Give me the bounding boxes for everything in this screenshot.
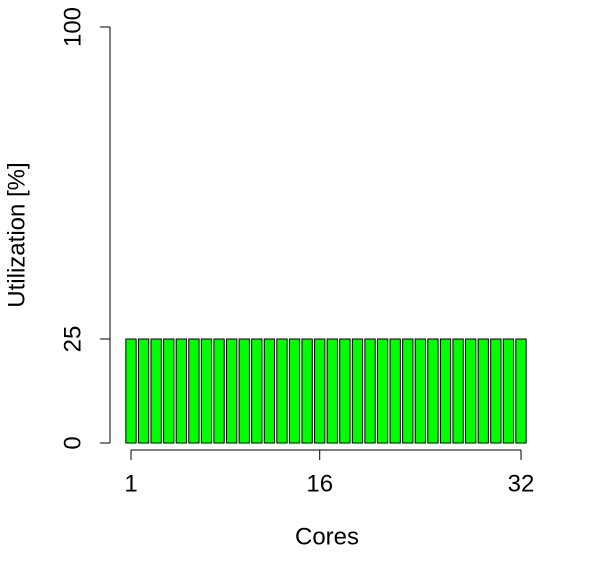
bar xyxy=(314,338,326,444)
bar xyxy=(364,338,376,444)
bar xyxy=(414,338,427,444)
y-tick-label: 100 xyxy=(59,7,86,47)
bar xyxy=(339,338,351,444)
bar xyxy=(502,338,515,444)
bar xyxy=(389,338,401,444)
bar xyxy=(200,338,213,444)
bar xyxy=(402,338,414,444)
bar xyxy=(427,338,439,444)
x-tick-label: 32 xyxy=(508,470,535,497)
bar xyxy=(301,338,313,444)
bar xyxy=(251,338,263,444)
bar xyxy=(452,338,464,444)
bar xyxy=(351,338,364,444)
bar xyxy=(376,338,389,444)
y-tick-label: 0 xyxy=(59,436,86,449)
bar xyxy=(188,338,200,444)
bar xyxy=(263,338,276,444)
x-axis-title: Cores xyxy=(295,523,359,550)
bar xyxy=(465,338,477,444)
bar xyxy=(150,338,162,444)
y-tick-label: 25 xyxy=(59,326,86,353)
bar xyxy=(213,338,225,444)
bar xyxy=(238,338,250,444)
bar xyxy=(125,338,137,444)
bar xyxy=(276,338,288,444)
x-tick-label: 16 xyxy=(306,470,333,497)
y-axis-title: Utilization [%] xyxy=(3,162,30,307)
bar xyxy=(137,338,150,444)
bar xyxy=(326,338,338,444)
bar xyxy=(490,338,502,444)
bar xyxy=(288,338,301,444)
bar xyxy=(477,338,489,444)
bar xyxy=(163,338,175,444)
x-tick-label: 1 xyxy=(124,470,137,497)
bar xyxy=(175,338,187,444)
bar xyxy=(515,338,527,444)
bar xyxy=(439,338,452,444)
bar xyxy=(225,338,238,444)
